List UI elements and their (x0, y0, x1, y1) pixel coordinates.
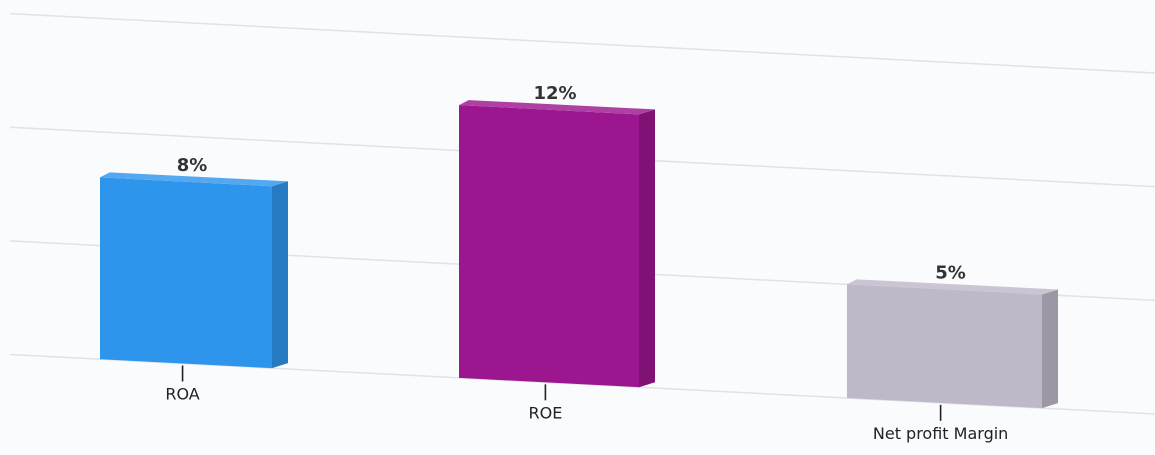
bars (100, 100, 1058, 409)
category-label: Net profit Margin (873, 424, 1008, 443)
bar-roa (100, 177, 272, 369)
bar-top-net-profit-margin (847, 279, 1058, 295)
bar-roe (459, 105, 639, 388)
value-label: 8% (177, 155, 208, 176)
bar-net-profit-margin (847, 284, 1042, 409)
bar-side-roa (272, 181, 288, 369)
category-label: ROA (165, 384, 199, 403)
bar-side-roe (639, 109, 655, 388)
category-label: ROE (528, 403, 562, 422)
bar-side-net-profit-margin (1042, 289, 1058, 409)
bar-top-roe (459, 100, 655, 115)
bar-top-roa (100, 172, 288, 187)
gridline-15 (9, 12, 1155, 74)
value-label: 12% (533, 83, 576, 104)
labels: 8% ROA 12% ROE 5% Net profit Margin (165, 83, 1008, 443)
value-label: 5% (935, 263, 966, 284)
